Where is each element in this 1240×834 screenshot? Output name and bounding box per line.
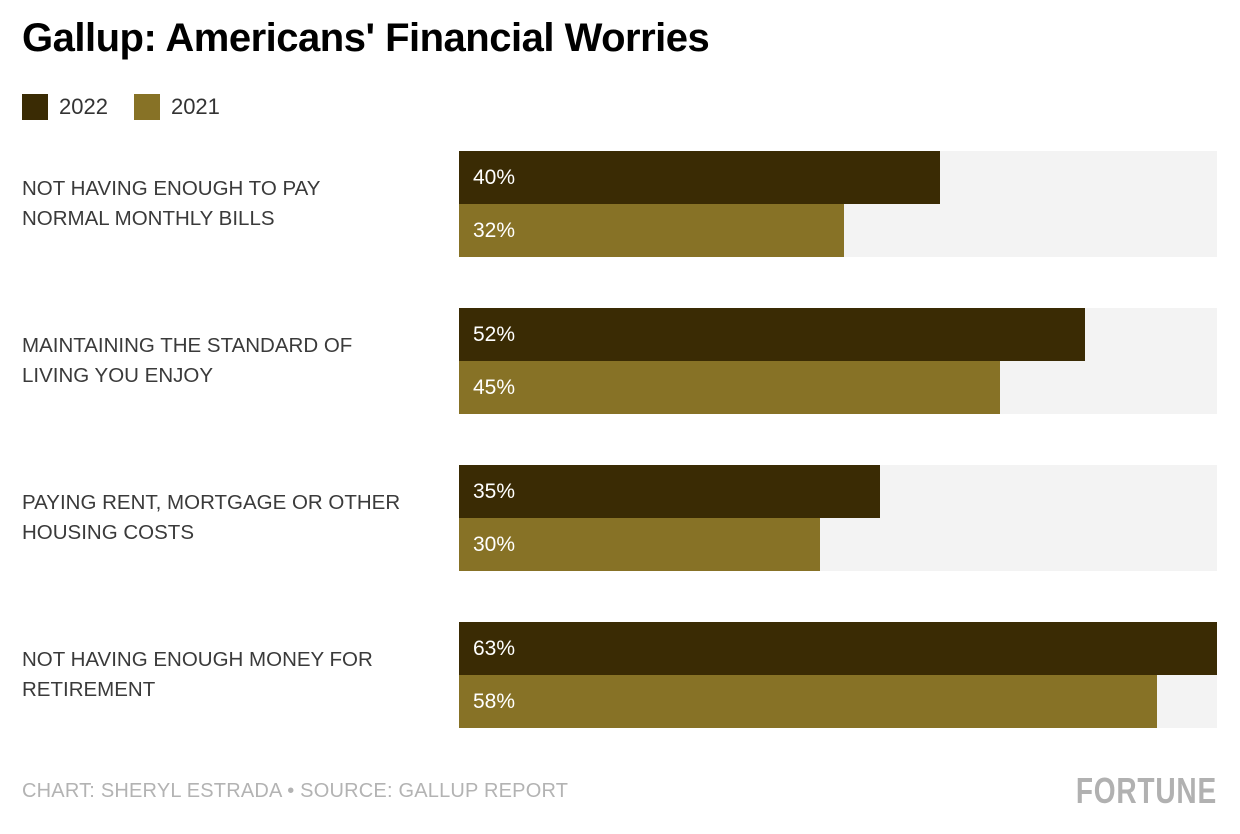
bar-track: 40% 32% — [459, 151, 1217, 257]
bar-value-label: 32% — [473, 218, 516, 242]
bar-chart: NOT HAVING ENOUGH TO PAY NORMAL MONTHLY … — [22, 151, 1217, 728]
bar-2021: 32% — [459, 204, 845, 257]
bar-2021: 58% — [459, 675, 1157, 728]
bar-track: 52% 45% — [459, 308, 1217, 414]
bar-value-label: 63% — [473, 636, 516, 660]
chart-row: PAYING RENT, MORTGAGE OR OTHER HOUSING C… — [22, 465, 1217, 571]
chart-row: NOT HAVING ENOUGH MONEY FOR RETIREMENT 6… — [22, 622, 1217, 728]
bar-2022: 35% — [459, 465, 881, 518]
category-label: NOT HAVING ENOUGH TO PAY NORMAL MONTHLY … — [22, 177, 321, 230]
legend-label-2021: 2021 — [170, 94, 220, 119]
legend-item-2022: 2022 — [22, 94, 108, 120]
legend: 2022 2021 — [22, 94, 1217, 120]
bar-2022: 63% — [459, 622, 1217, 675]
bar-2021: 30% — [459, 518, 820, 571]
bar-track: 63% 58% — [459, 622, 1217, 728]
bar-value-label: 30% — [473, 532, 516, 556]
legend-label-2022: 2022 — [59, 94, 108, 119]
bar-value-label: 45% — [473, 375, 516, 399]
bar-value-label: 35% — [473, 479, 516, 503]
chart-row: MAINTAINING THE STANDARD OF LIVING YOU E… — [22, 308, 1217, 414]
category-label: PAYING RENT, MORTGAGE OR OTHER HOUSING C… — [22, 491, 401, 544]
chart-title: Gallup: Americans' Financial Worries — [22, 16, 710, 60]
footer: CHART: SHERYL ESTRADA • SOURCE: GALLUP R… — [22, 770, 1217, 812]
chart-row: NOT HAVING ENOUGH TO PAY NORMAL MONTHLY … — [22, 151, 1217, 257]
bar-2022: 52% — [459, 308, 1085, 361]
bar-2022: 40% — [459, 151, 941, 204]
bar-2021: 45% — [459, 361, 1001, 414]
bar-value-label: 40% — [473, 165, 516, 189]
credit-line: CHART: SHERYL ESTRADA • SOURCE: GALLUP R… — [22, 779, 569, 802]
bar-value-label: 58% — [473, 689, 516, 713]
legend-swatch-2022 — [22, 94, 48, 120]
legend-item-2021: 2021 — [133, 94, 220, 120]
fortune-logo: FORTUNE — [1075, 770, 1217, 811]
category-label: NOT HAVING ENOUGH MONEY FOR RETIREMENT — [22, 648, 373, 701]
bar-track: 35% 30% — [459, 465, 1217, 571]
category-label: MAINTAINING THE STANDARD OF LIVING YOU E… — [22, 334, 353, 387]
bar-value-label: 52% — [473, 322, 516, 346]
legend-swatch-2021 — [133, 94, 160, 120]
